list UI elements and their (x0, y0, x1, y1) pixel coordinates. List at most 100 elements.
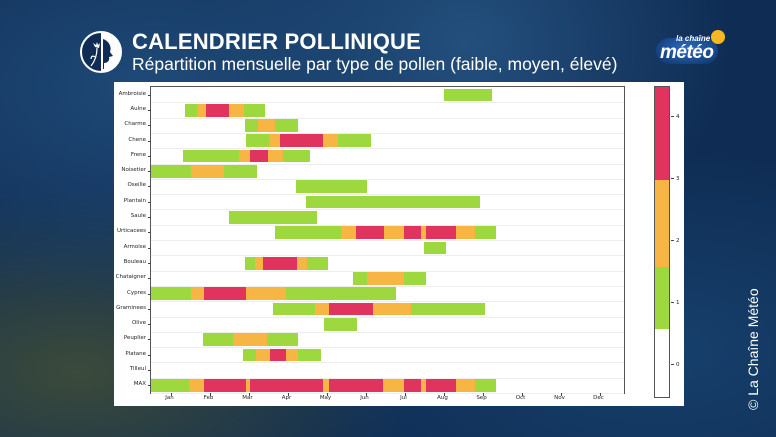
gridline (151, 117, 624, 119)
heatmap-cell (324, 318, 357, 331)
y-tick-label: Armoise (123, 243, 146, 250)
brand-small-text: la chaîne (676, 34, 711, 43)
heatmap-cell (255, 256, 263, 270)
gridline (151, 132, 624, 134)
heatmap-cell (455, 379, 476, 392)
y-tick (148, 370, 151, 372)
heatmap-cell (383, 379, 405, 392)
heatmap-cell (383, 226, 405, 239)
gridline (151, 255, 624, 257)
y-tick-label: Tilleul (129, 366, 146, 373)
y-tick (148, 232, 151, 234)
sun-icon (711, 30, 725, 44)
heatmap-cell (404, 226, 421, 239)
heatmap-cell (246, 379, 251, 392)
heatmap-cell (455, 226, 476, 239)
colorbar-band (655, 266, 669, 329)
colorbar (654, 86, 670, 398)
heatmap-cell (285, 348, 299, 362)
colorbar-tick-label: 0 (671, 362, 680, 368)
gridline (151, 301, 624, 303)
heatmap-cell (202, 333, 233, 347)
y-tick (148, 308, 151, 310)
heatmap-cell (443, 88, 492, 102)
gridline (151, 102, 624, 104)
heatmap-cell (322, 134, 338, 148)
heatmap-cell (328, 302, 373, 316)
heatmap-cell (372, 302, 412, 316)
gridline (151, 194, 624, 196)
heatmap-cell (425, 379, 456, 392)
gridline (151, 163, 624, 165)
y-tick-label: Urticacees (116, 228, 146, 235)
x-tick-label: Oct (515, 395, 526, 401)
x-tick-label: Sep (476, 395, 487, 401)
heatmap-cell (205, 103, 229, 117)
x-tick (599, 393, 601, 396)
heatmap-cell (424, 241, 446, 255)
y-tick (148, 140, 151, 142)
gridline (151, 347, 624, 349)
heatmap-cell (420, 226, 426, 239)
heatmap-cell (275, 119, 299, 132)
heatmap-cell (411, 302, 485, 316)
gridline (151, 316, 624, 318)
copyright-credit: © La Chaîne Météo (745, 288, 761, 410)
y-tick-label: Olive (131, 320, 146, 327)
colorbar-band (655, 180, 669, 267)
y-tick (148, 324, 151, 326)
gridline (151, 377, 624, 379)
x-tick (209, 393, 211, 396)
y-tick (148, 186, 151, 188)
y-tick (148, 217, 151, 219)
x-tick (365, 393, 367, 396)
y-tick (148, 339, 151, 341)
y-tick (148, 262, 151, 264)
gridline (151, 148, 624, 150)
heatmap-cell (367, 272, 405, 285)
y-tick (148, 354, 151, 356)
heatmap-cell (307, 256, 329, 270)
heatmap-cell (229, 210, 318, 224)
heatmap-cell (280, 134, 323, 148)
x-tick (482, 393, 484, 396)
x-tick (560, 393, 562, 396)
heatmap-cell (151, 287, 192, 301)
gridline (151, 224, 624, 226)
y-tick-label: Chataigner (115, 274, 146, 281)
colorbar-band (655, 87, 669, 180)
heatmap-cell (250, 379, 323, 392)
x-tick-label: Jun (360, 395, 369, 401)
header: CALENDRIER POLLINIQUE Répartition mensue… (80, 27, 617, 77)
heatmap-cell (151, 165, 192, 178)
x-tick (443, 393, 445, 396)
heatmap-cell (328, 379, 384, 392)
heatmap-cell (244, 256, 256, 270)
brand-logo: la chaîne météo (656, 30, 726, 66)
y-tick (148, 201, 151, 203)
heatmap-cell (420, 379, 426, 392)
heatmap-cell (268, 149, 283, 163)
y-tick-label: Ambroisie (118, 90, 146, 97)
x-tick-label: Jul (400, 395, 407, 401)
y-tick-label: Peuplier (123, 335, 146, 342)
heatmap-cell (204, 287, 247, 301)
gridline (151, 331, 624, 333)
heatmap-cell (232, 333, 267, 347)
heatmap-cell (246, 134, 270, 148)
colorbar-band (655, 328, 669, 397)
chart-panel: Jan Feb Mar Apr May Jun Jul Aug Sep Oct Nov Dec Amb… (114, 82, 684, 406)
x-tick (326, 393, 328, 396)
heatmap-cell (404, 272, 426, 285)
x-tick (170, 393, 172, 396)
y-tick-label: Platane (125, 350, 146, 357)
brand-big-text: météo (660, 42, 714, 63)
y-tick-label: Oseille (127, 182, 146, 189)
y-tick-label: Saule (130, 213, 146, 220)
heatmap-cell (197, 103, 206, 117)
person-smelling-flower-icon (80, 31, 122, 73)
colorbar-tick-label: 2 (671, 238, 680, 244)
y-tick (148, 293, 151, 295)
heatmap-cell (191, 165, 224, 178)
y-tick-label: Plantain (123, 197, 146, 204)
